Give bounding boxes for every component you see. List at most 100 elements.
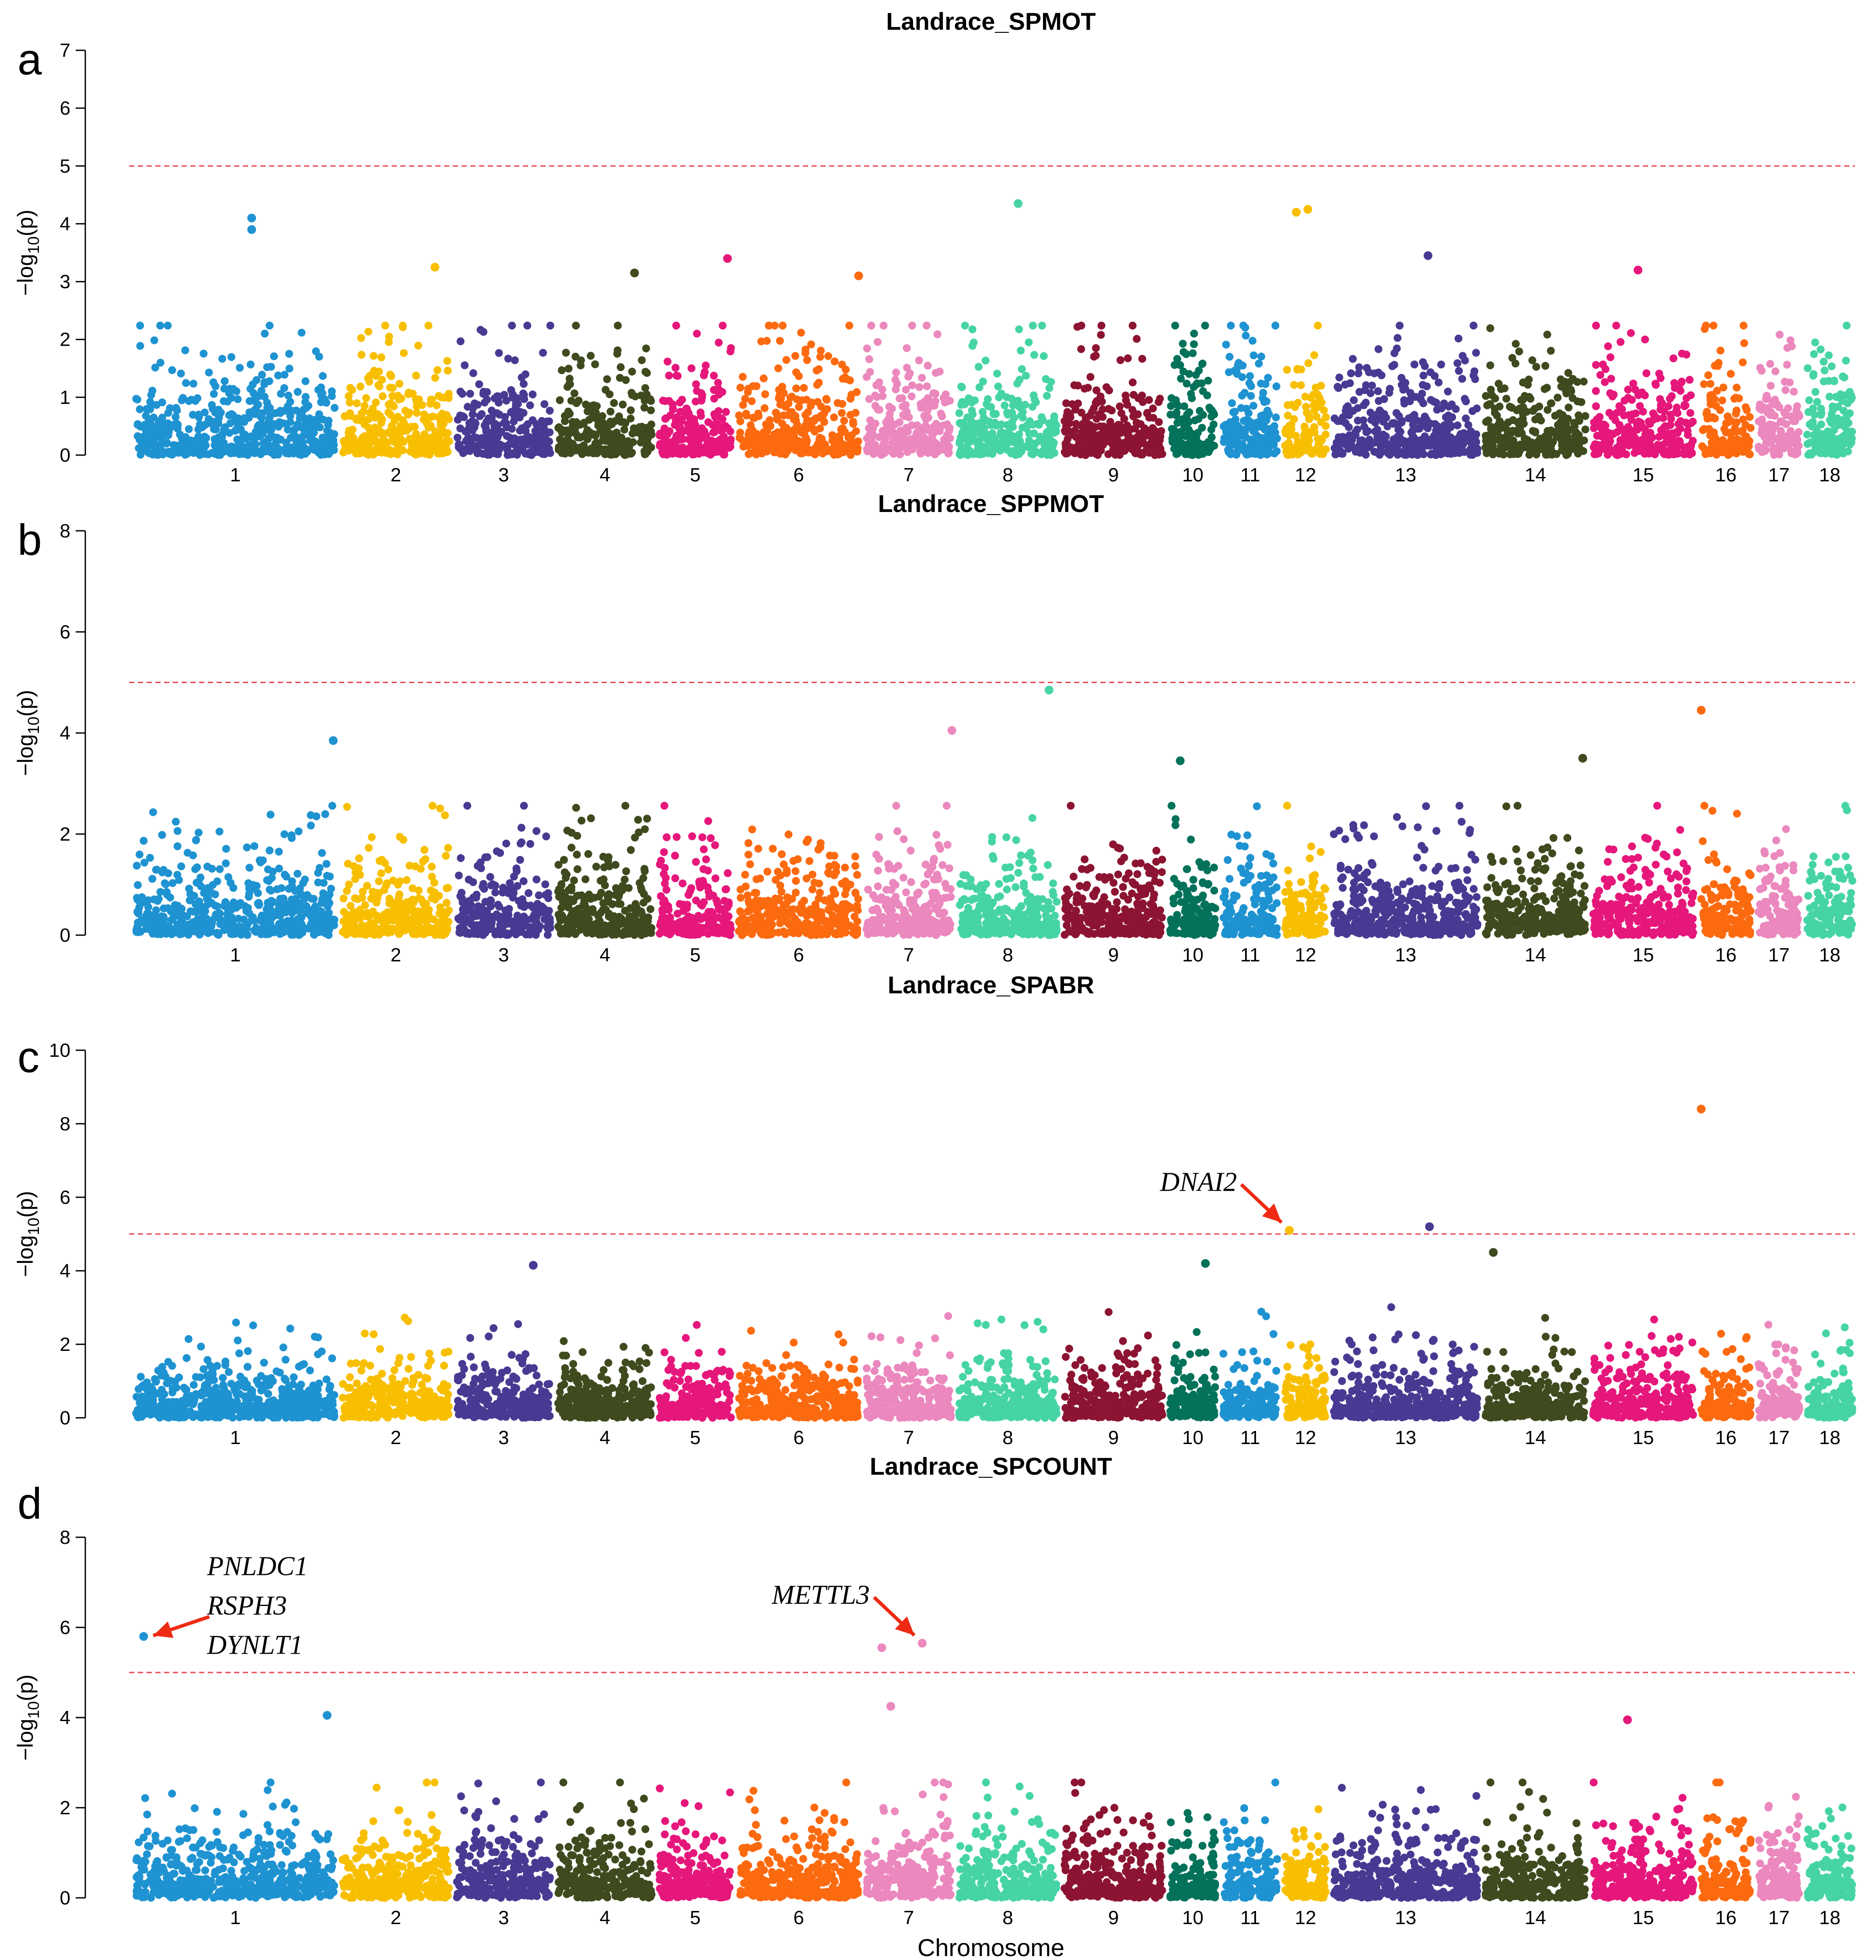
snp-point [540,400,549,408]
snp-point [245,397,254,405]
snp-point [969,450,977,458]
snp-point [1179,340,1187,348]
snp-point [1682,351,1690,359]
snp-point [1138,354,1146,363]
snp-point [568,418,577,426]
snp-point [984,402,992,410]
snp-point [1108,407,1116,415]
snp-point [845,322,854,330]
snp-point [156,358,164,367]
snp-point [1827,362,1836,371]
snp-point [1813,398,1821,406]
snp-point [1660,430,1668,438]
snp-point [591,360,599,368]
snp-point [1061,427,1069,435]
snp-point [648,431,656,439]
snp-point [1507,403,1516,412]
snp-point [1419,381,1427,389]
snp-point [1743,406,1751,414]
snp-point [923,382,931,390]
snp-point [364,451,373,459]
snp-point [444,389,453,398]
snp-point [134,909,143,918]
snp-point [173,871,182,879]
snp-point [184,931,192,939]
snp-point [1428,450,1436,458]
snp-point [528,390,537,399]
snp-point [1631,449,1639,457]
snp-point [273,444,282,452]
snp-point [1795,428,1803,436]
snp-point [1671,442,1679,449]
snp-point [182,379,190,387]
snp-point [1390,349,1399,357]
snp-point [1188,394,1196,402]
snp-point [244,920,252,928]
peak-point [1292,208,1301,217]
snp-point [251,397,259,406]
snp-point [923,322,931,330]
snp-point [1793,435,1801,443]
snp-point [1537,416,1545,424]
snp-point [577,361,585,370]
snp-point [1639,407,1647,416]
snp-point [863,344,871,353]
snp-point [323,872,331,880]
snp-point [255,901,263,909]
snp-point [1673,409,1682,417]
snp-point [561,417,569,425]
snp-point [1245,379,1253,387]
snp-point [301,393,310,401]
snp-point [987,432,995,441]
snp-point [1612,322,1620,330]
snp-point [1570,444,1578,452]
snp-point [874,338,882,346]
snp-point [582,400,590,409]
snp-point [693,330,701,338]
peak-point [430,263,440,272]
snp-point [545,437,553,445]
snp-point [1651,379,1659,388]
snp-point [1018,365,1026,373]
snp-point [720,435,728,443]
snp-point [1351,448,1360,456]
snp-point [1838,372,1847,381]
snp-point [409,389,417,398]
snp-point [1771,445,1778,453]
snp-point [454,416,462,424]
snp-point [301,377,310,386]
snp-point [420,441,428,449]
snp-point [815,365,823,373]
snp-point [722,408,730,416]
snp-point [782,356,791,364]
snp-point [274,372,282,379]
snp-point [401,407,410,415]
snp-point [924,414,932,422]
snp-point [307,821,315,830]
snp-point [324,913,332,922]
snp-point [262,444,271,452]
snp-point [315,864,324,872]
snp-point [884,417,892,426]
snp-point [1419,372,1428,380]
snp-point [546,407,554,415]
snp-point [381,322,389,330]
snp-point [156,888,164,896]
snp-point [531,427,539,435]
snp-point [1432,442,1440,451]
snp-point [1037,450,1046,459]
snp-point [1312,413,1321,421]
snp-point [388,431,396,439]
snp-point [364,327,372,336]
snp-point [359,433,367,442]
snp-point [148,432,156,441]
snp-point [606,390,614,399]
snp-point [1701,325,1709,333]
snp-point [495,393,504,401]
snp-point [197,882,205,891]
snp-point [1813,435,1821,443]
snp-point [147,391,155,399]
snp-point [1544,427,1552,435]
snp-point [1711,361,1719,370]
snp-point [205,415,213,423]
